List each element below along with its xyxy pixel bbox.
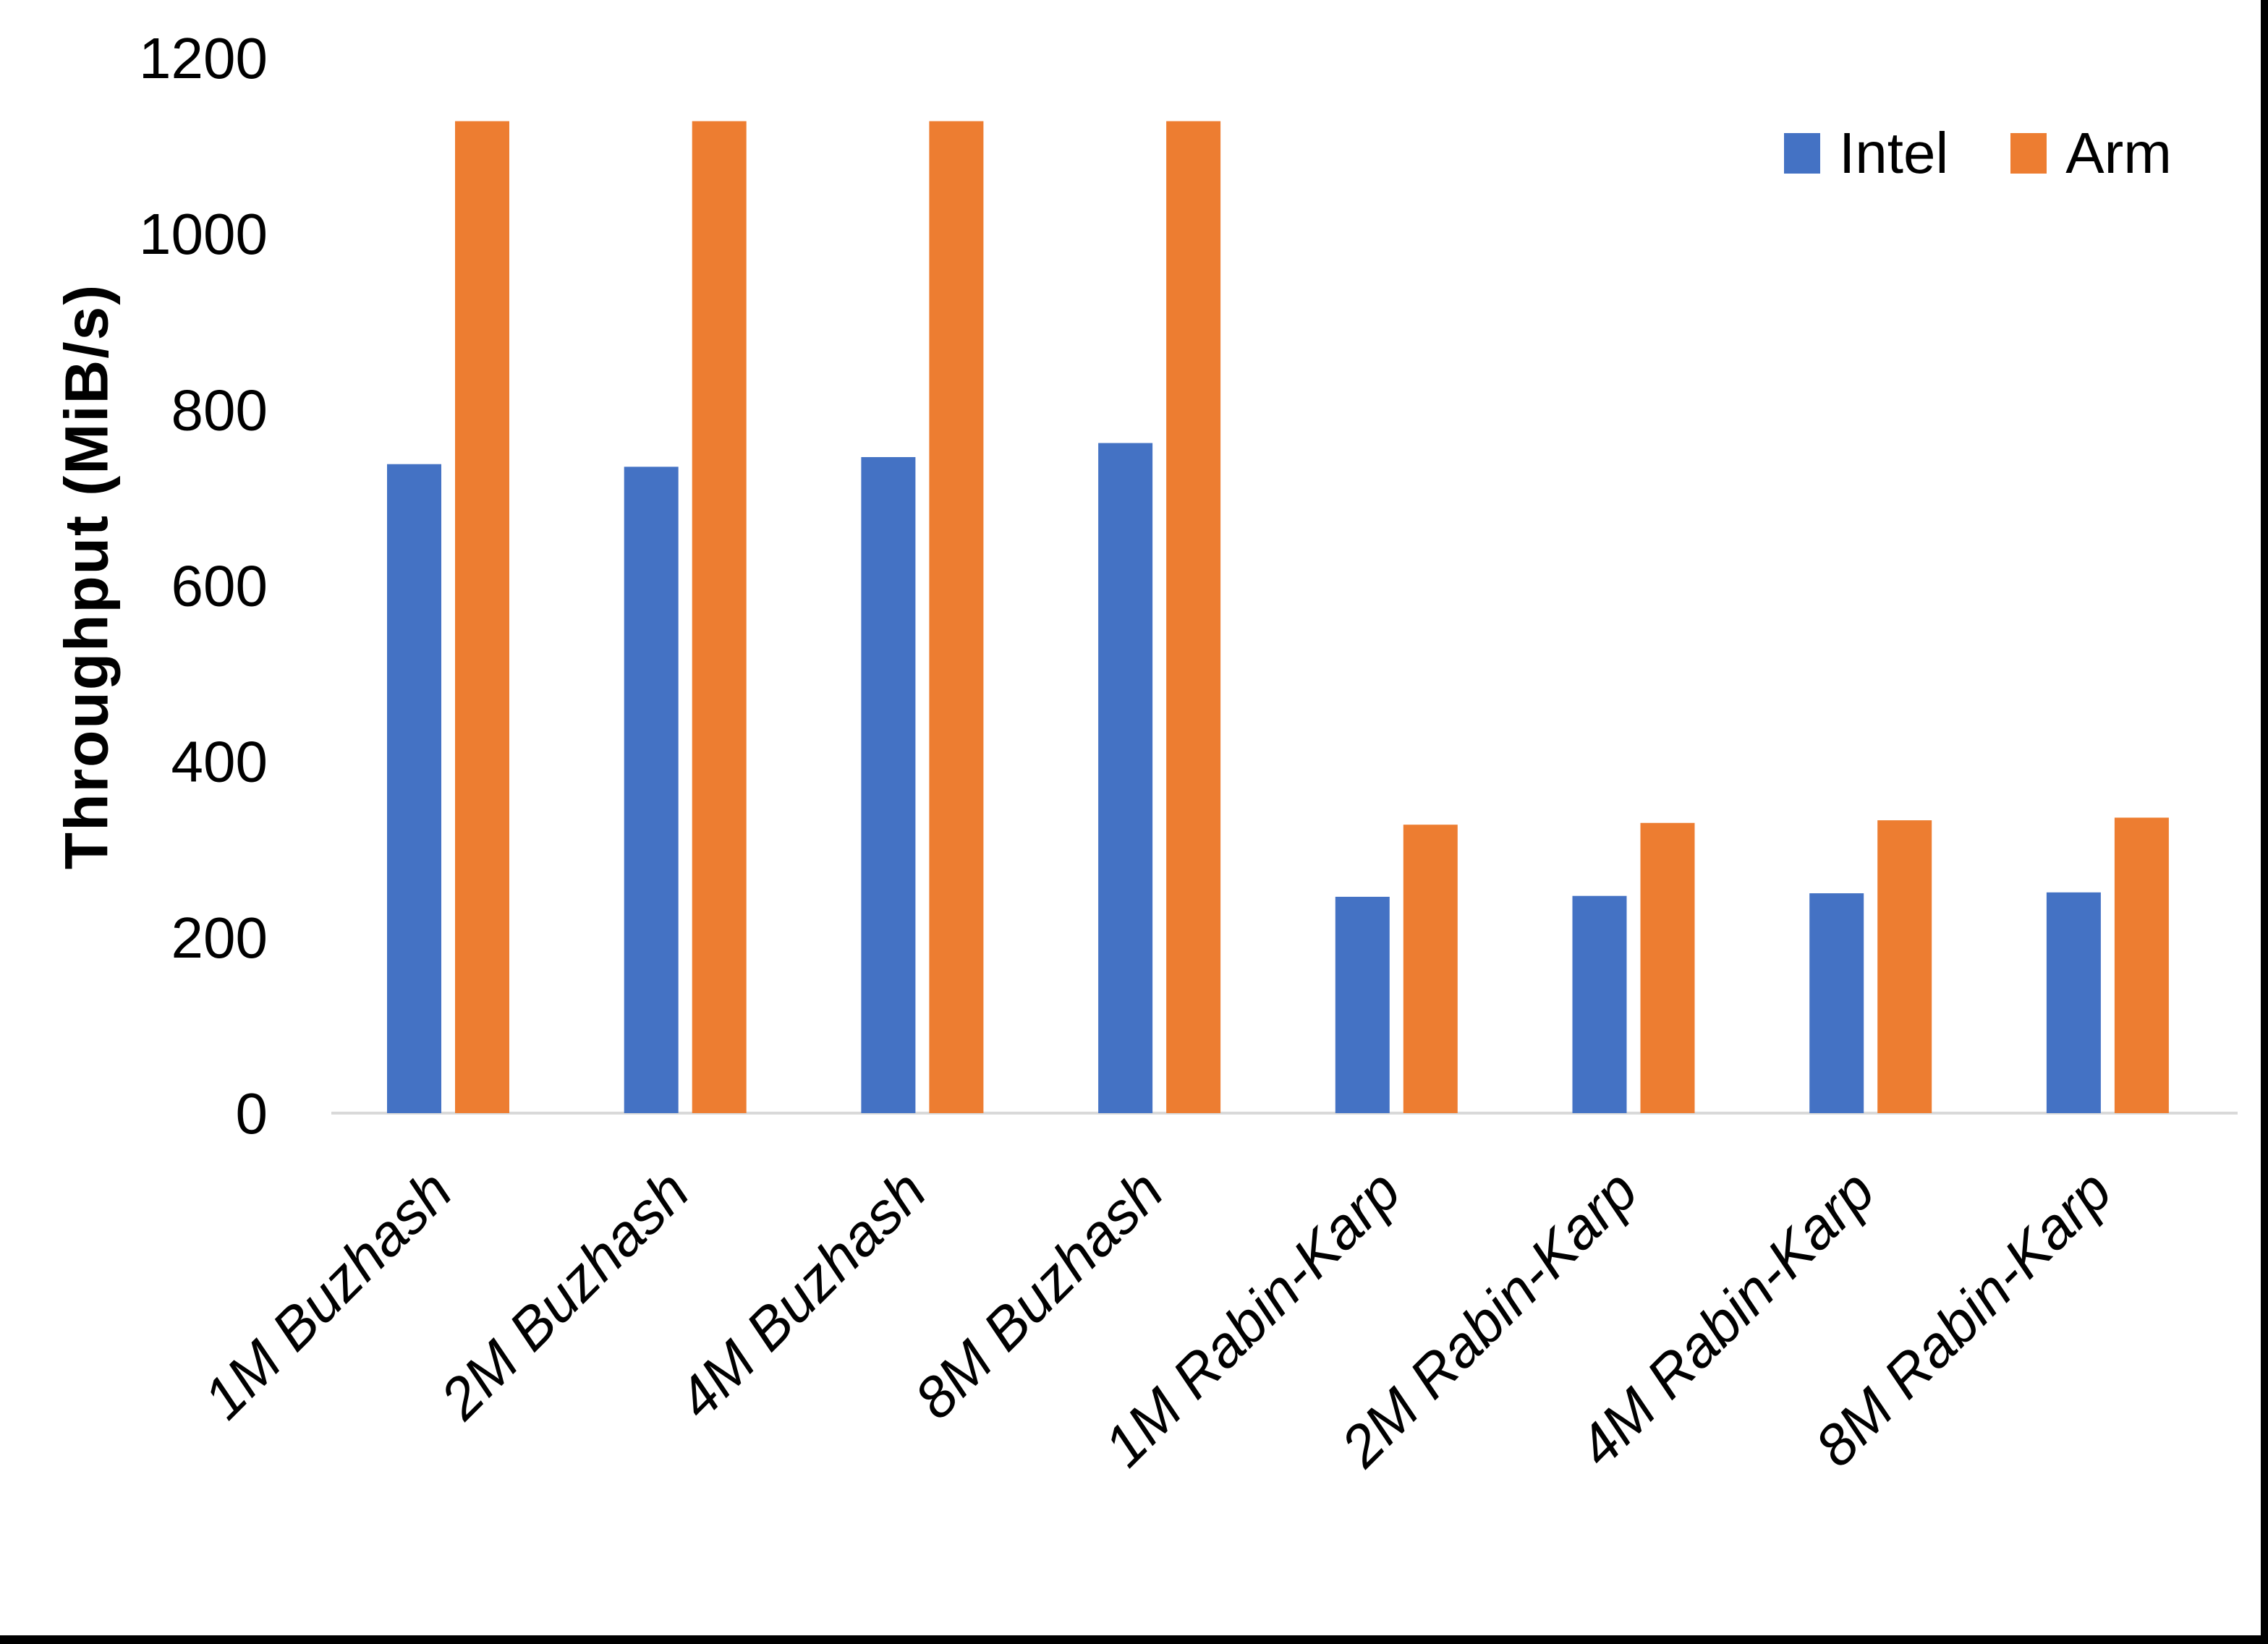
bar-intel-6: [1572, 895, 1627, 1113]
legend: Intel Arm: [1784, 124, 2172, 182]
bar-intel-4: [1098, 443, 1153, 1113]
bar-intel-5: [1335, 896, 1390, 1113]
y-tick-label: 600: [171, 554, 268, 618]
legend-swatch-arm-icon: [2010, 133, 2047, 174]
legend-item-arm: Arm: [2010, 124, 2172, 182]
x-category-label: 1M Buzhash: [191, 1158, 464, 1431]
y-tick-label: 800: [171, 378, 268, 442]
bar-arm-7: [1877, 820, 1932, 1113]
bar-intel-8: [2046, 892, 2101, 1113]
bar-intel-1: [387, 464, 441, 1113]
bar-arm-1: [455, 121, 509, 1113]
window-right-border: [2261, 0, 2268, 1644]
y-tick-label: 0: [236, 1081, 268, 1146]
y-tick-label: 1000: [139, 202, 268, 266]
legend-label-arm: Arm: [2065, 121, 2172, 185]
bar-arm-4: [1166, 121, 1221, 1113]
y-tick-label: 400: [171, 730, 268, 794]
window-bottom-border: [0, 1635, 2268, 1644]
bar-arm-6: [1640, 822, 1695, 1113]
bar-intel-2: [624, 467, 679, 1113]
bar-arm-3: [929, 121, 984, 1113]
legend-label-intel: Intel: [1839, 121, 1949, 185]
y-axis-title: Throughput (MiB/s): [52, 283, 121, 870]
bar-arm-5: [1403, 825, 1458, 1113]
bar-arm-2: [692, 121, 747, 1113]
legend-item-intel: Intel: [1784, 124, 1948, 182]
bar-arm-8: [2114, 817, 2169, 1113]
x-category-label: 4M Buzhash: [666, 1158, 938, 1431]
legend-swatch-intel-icon: [1784, 133, 1820, 174]
bar-intel-7: [1809, 893, 1864, 1113]
bar-intel-3: [861, 456, 916, 1113]
x-category-label: 2M Buzhash: [428, 1158, 701, 1431]
y-tick-label: 200: [171, 906, 268, 970]
y-tick-label: 1200: [139, 26, 268, 90]
